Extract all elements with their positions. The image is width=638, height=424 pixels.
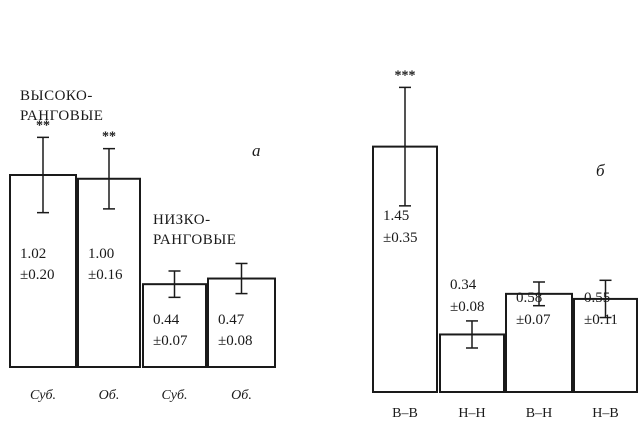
group-label-line: РАНГОВЫЕ [153, 232, 236, 248]
panel-b-value-label-3: 0.58 ±0.07 [516, 290, 551, 328]
value-line: 0.58 [516, 290, 542, 306]
panel-b-error-bar-4 [599, 279, 612, 319]
panel-a-significance-2: ** [102, 130, 116, 145]
panel-a-value-label-3: 0.44 ±0.07 [153, 312, 188, 349]
panel-a-tick-label-3: Суб. [161, 388, 187, 403]
panel-b-tick-label-1: В–В [392, 406, 418, 421]
value-line: 0.47 [218, 312, 245, 328]
value-line: ±0.16 [88, 267, 123, 283]
value-line: ±0.20 [20, 267, 54, 283]
group-label-line: ВЫСОКО- [20, 88, 93, 104]
panel-b-tick-label-2: Н–Н [458, 406, 485, 421]
panel-a-error-bar-2 [103, 147, 115, 210]
panel-a-group-label-1: ВЫСОКО- РАНГОВЫЕ [20, 88, 103, 124]
panel-a-tick-label-4: Об. [231, 388, 252, 403]
value-line: 0.34 [450, 277, 477, 293]
panel-b-tick-label-4: Н–В [592, 406, 618, 421]
panel-a-error-bar-3 [168, 270, 181, 299]
panel-b-error-bar-1 [399, 86, 411, 207]
panel-b-value-label-4: 0.55 ±0.11 [584, 290, 618, 328]
panel-b-value-label-2: 0.34 ±0.08 [450, 277, 484, 315]
value-line: ±0.11 [584, 312, 618, 328]
value-line: 1.45 [383, 208, 409, 224]
value-line: ±0.07 [153, 333, 188, 349]
value-line: 0.44 [153, 312, 180, 328]
value-line: ±0.08 [218, 333, 252, 349]
panel-b-error-bar-2 [466, 320, 478, 349]
chart-panel-a: а ** 1.02 ±0.20 Суб. ** 1.00 ±0.16 Об. 0.44 ±0.07 С… [9, 88, 276, 403]
value-line: ±0.08 [450, 299, 484, 315]
panel-b-label: б [596, 161, 605, 180]
group-label-line: НИЗКО- [153, 212, 211, 228]
value-line: 1.02 [20, 246, 46, 262]
panel-a-bar-2 [77, 177, 141, 368]
panel-a-value-label-1: 1.02 ±0.20 [20, 246, 54, 283]
panel-a-group-label-2: НИЗКО- РАНГОВЫЕ [153, 212, 236, 248]
panel-a-value-label-2: 1.00 ±0.16 [88, 246, 123, 283]
panel-a-tick-label-2: Об. [99, 388, 120, 403]
panel-a-value-label-4: 0.47 ±0.08 [218, 312, 252, 349]
value-line: 1.00 [88, 246, 114, 262]
panel-b-error-bar-3 [533, 281, 545, 307]
value-line: ±0.07 [516, 312, 551, 328]
value-line: 0.55 [584, 290, 610, 306]
panel-b-significance-1: *** [395, 68, 416, 83]
value-line: ±0.35 [383, 230, 417, 246]
panel-b-bar-3 [505, 292, 573, 394]
panel-a-significance-1: ** [36, 118, 50, 133]
chart-panel-b: б *** 1.45 ±0.35 В–В 0.34 ±0.08 Н–Н 0.58 ±0.07 В–Н… [372, 68, 638, 421]
panel-a-error-bar-1 [37, 136, 49, 214]
group-label-line: РАНГОВЫЕ [20, 108, 103, 124]
panel-a-tick-label-1: Суб. [30, 388, 56, 403]
panel-b-tick-label-3: В–Н [526, 406, 552, 421]
panel-b-value-label-1: 1.45 ±0.35 [383, 208, 417, 246]
panel-a-label: а [252, 141, 261, 160]
panel-a-error-bar-4 [235, 262, 248, 295]
